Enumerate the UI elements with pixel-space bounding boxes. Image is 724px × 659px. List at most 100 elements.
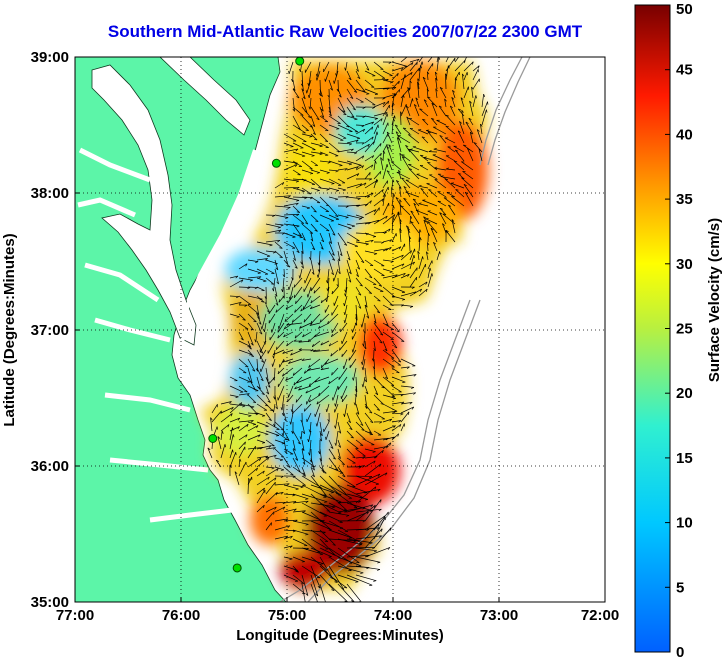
velocity-arrow — [335, 394, 339, 407]
velocity-arrow-head — [264, 258, 268, 261]
velocity-arrow — [409, 277, 417, 288]
velocity-arrow-head — [310, 348, 314, 352]
velocity-arrow-head — [341, 463, 345, 465]
velocity-arrow-head — [269, 244, 273, 247]
velocity-arrow-head — [352, 108, 356, 111]
velocity-arrow-head — [295, 148, 299, 152]
colorbar-label: Surface Velocity (cm/s) — [706, 218, 723, 382]
velocity-arrow — [301, 169, 314, 174]
velocity-arrow — [294, 331, 303, 339]
velocity-arrow-head — [235, 296, 240, 299]
velocity-arrow — [304, 268, 312, 284]
bathymetry-contour — [279, 57, 523, 602]
velocity-arrow-head — [344, 289, 347, 293]
velocity-arrow-head — [415, 97, 419, 101]
velocity-arrow-head — [254, 287, 258, 290]
velocity-arrow — [335, 430, 339, 446]
velocity-arrow-head — [275, 309, 278, 313]
velocity-arrow — [344, 304, 348, 316]
y-tick-label: 37:00 — [31, 322, 69, 339]
velocity-arrow-head — [398, 89, 401, 93]
velocity-arrow-head — [401, 299, 406, 301]
velocity-arrow — [355, 535, 382, 540]
velocity-arrow — [310, 214, 319, 222]
velocity-arrow-head — [316, 118, 320, 121]
velocity-arrow-head — [329, 241, 332, 244]
velocity-arrow-head — [319, 438, 322, 442]
velocity-arrow — [373, 118, 383, 126]
velocity-arrow — [400, 250, 412, 261]
velocity-arrow — [309, 376, 321, 387]
velocity-arrow — [436, 251, 440, 261]
velocity-arrow — [283, 178, 299, 182]
velocity-arrow-head — [327, 161, 331, 164]
velocity-arrow — [463, 86, 469, 99]
velocity-arrow — [435, 78, 438, 90]
velocity-arrow-head — [346, 515, 350, 517]
velocity-arrow-head — [343, 311, 346, 316]
velocity-arrow — [309, 97, 312, 110]
velocity-arrow — [363, 331, 366, 347]
velocity-arrow-head — [324, 361, 328, 365]
grid-lines — [75, 57, 605, 602]
velocity-arrow-head — [317, 262, 320, 266]
velocity-arrow — [469, 100, 474, 117]
velocity-arrow-head — [246, 424, 249, 428]
velocity-arrow — [326, 286, 330, 302]
velocity-arrow — [323, 61, 330, 73]
velocity-arrow — [346, 412, 351, 423]
velocity-arrow-head — [366, 315, 370, 319]
velocity-arrow-head — [431, 117, 435, 120]
velocity-arrow — [328, 124, 340, 130]
velocity-arrow — [290, 349, 303, 356]
velocity-arrow-head — [362, 129, 366, 132]
velocity-arrow-head — [386, 170, 390, 173]
velocity-arrow-head — [351, 115, 355, 118]
velocity-arrow — [346, 214, 362, 219]
velocity-arrow — [396, 180, 402, 189]
velocity-arrow-head — [380, 153, 382, 157]
velocity-arrow — [292, 313, 303, 323]
velocity-arrow-head — [296, 200, 300, 202]
velocity-arrow — [301, 583, 306, 602]
velocity-arrow-head — [302, 431, 305, 434]
velocity-arrow — [337, 124, 353, 132]
velocity-arrow-head — [314, 230, 318, 232]
velocity-arrow — [292, 484, 304, 488]
velocity-arrow-head — [326, 288, 329, 292]
velocity-arrow — [431, 118, 438, 126]
velocity-arrow — [337, 196, 349, 198]
velocity-arrow — [382, 349, 395, 359]
velocity-arrow — [364, 126, 374, 135]
velocity-arrow — [317, 268, 321, 278]
velocity-arrow — [326, 403, 330, 413]
velocity-arrow — [256, 403, 268, 411]
velocity-arrow-head — [315, 220, 319, 223]
velocity-arrow — [417, 82, 420, 99]
velocity-arrow — [444, 178, 456, 189]
velocity-arrow — [238, 358, 249, 368]
velocity-arrow — [294, 385, 303, 390]
velocity-arrow — [382, 87, 397, 90]
velocity-arrow — [391, 420, 401, 423]
velocity-arrow — [427, 260, 433, 270]
velocity-arrow — [333, 268, 339, 282]
velocity-arrow-head — [397, 212, 401, 215]
velocity-arrow — [382, 113, 388, 126]
velocity-arrow — [292, 106, 304, 116]
velocity-arrow — [304, 403, 312, 412]
velocity-arrow — [238, 331, 244, 341]
velocity-arrow-head — [319, 145, 323, 148]
velocity-arrow — [265, 477, 277, 486]
velocity-arrow — [391, 233, 397, 243]
velocity-arrow-head — [273, 447, 276, 450]
velocity-arrow — [400, 62, 414, 72]
velocity-arrow-head — [344, 243, 348, 246]
velocity-arrow-head — [410, 306, 414, 308]
velocity-arrow — [346, 124, 359, 133]
velocity-arrow-head — [461, 109, 464, 113]
velocity-arrow — [345, 277, 348, 293]
velocity-arrow-head — [343, 113, 347, 116]
velocity-arrow — [319, 79, 321, 96]
velocity-arrow — [423, 219, 429, 234]
